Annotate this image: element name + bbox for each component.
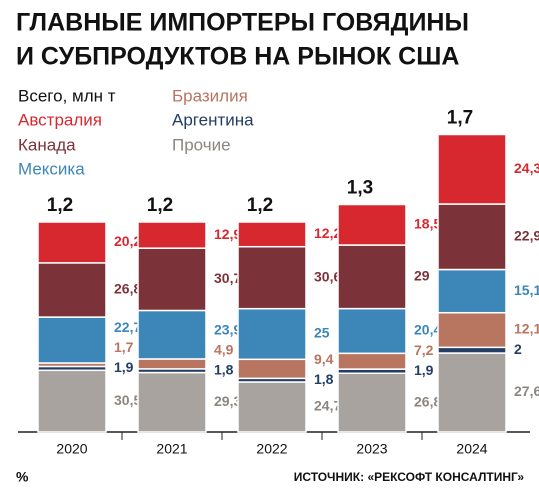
x-tick-label: 2021: [156, 441, 187, 457]
total-label: 1,2: [247, 195, 273, 216]
bar-segment: [237, 381, 307, 433]
value-label: 26,8: [114, 281, 141, 297]
bar-segment: [137, 247, 207, 312]
bar-segment: [437, 203, 507, 271]
value-label: 30,5: [114, 392, 141, 408]
value-label: 29,3: [214, 393, 241, 409]
bar-segment: [237, 307, 307, 361]
bar-segment: [137, 309, 207, 360]
x-tick-label: 2023: [356, 441, 387, 457]
bar-segment: [37, 221, 107, 264]
value-label: 25: [314, 325, 330, 341]
value-label: 22,9: [514, 227, 539, 243]
bar-segment: [337, 352, 407, 370]
value-label: 30,6: [314, 268, 341, 284]
bar-segment: [237, 221, 307, 248]
x-tick-label: 2020: [56, 441, 87, 457]
bar-segment: [37, 369, 107, 433]
value-label: 27,6: [514, 383, 539, 399]
bar-segment: [337, 307, 407, 355]
bar-segment: [237, 245, 307, 310]
value-label: 18,5: [414, 215, 441, 231]
value-label: 30,7: [214, 270, 241, 286]
value-label: 24,7: [314, 398, 341, 414]
legend-total: Всего, млн т: [18, 86, 116, 105]
value-label: 26,8: [414, 393, 441, 409]
chart-title: И СУБПРОДУКТОВ НА РЫНОК США: [16, 43, 459, 71]
source: ИСТОЧНИК: «РЕКСОФТ КОНСАЛТИНГ»: [294, 470, 525, 484]
bar-segment: [237, 358, 307, 380]
value-label: 1,8: [214, 361, 234, 377]
bar-segment: [137, 371, 207, 433]
legend-label: Канада: [18, 135, 76, 154]
value-label: 12,2: [314, 225, 341, 241]
value-label: 20,4: [414, 322, 441, 338]
value-label: 1,8: [314, 371, 334, 387]
value-label: 23,9: [214, 321, 241, 337]
total-label: 1,3: [347, 178, 373, 199]
value-label: 2: [514, 341, 522, 357]
legend-label: Аргентина: [172, 110, 254, 129]
value-label: 15,1: [514, 282, 539, 298]
value-label: 9,4: [314, 351, 334, 367]
bar-segment: [337, 203, 407, 246]
bar-segment: [437, 346, 507, 354]
total-label: 1,2: [147, 195, 173, 216]
bar-segment: [437, 133, 507, 205]
bar-segment: [437, 311, 507, 349]
value-label: 12,1: [514, 321, 539, 337]
bar-segment: [337, 244, 407, 310]
value-label: 20,2: [114, 233, 141, 249]
value-label: 1,9: [414, 362, 434, 378]
value-label: 1,7: [114, 339, 134, 355]
total-label: 1,7: [447, 108, 473, 129]
value-label: 4,9: [214, 341, 234, 357]
legend-label: Прочие: [172, 135, 231, 154]
bar-segment: [437, 352, 507, 433]
value-label: 1,9: [114, 359, 134, 375]
value-label: 29: [414, 268, 430, 284]
value-label: 22,7: [114, 319, 141, 335]
bar-segment: [37, 316, 107, 364]
unit-note: %: [16, 469, 29, 485]
bar-segment: [337, 372, 407, 433]
legend-label: Австралия: [18, 110, 102, 129]
bar-segment: [137, 358, 207, 370]
x-tick-label: 2024: [456, 441, 487, 457]
bar-segment: [37, 262, 107, 318]
value-label: 7,2: [414, 342, 434, 358]
x-tick-label: 2022: [256, 441, 287, 457]
legend-label: Бразилия: [172, 86, 248, 105]
value-label: 24,3: [514, 160, 539, 176]
chart-title: ГЛАВНЫЕ ИМПОРТЕРЫ ГОВЯДИНЫ: [16, 9, 469, 37]
legend-label: Мексика: [18, 159, 85, 178]
bar-segment: [437, 268, 507, 314]
value-label: 12,9: [214, 226, 241, 242]
total-label: 1,2: [47, 195, 73, 216]
bar-segment: [137, 221, 207, 249]
